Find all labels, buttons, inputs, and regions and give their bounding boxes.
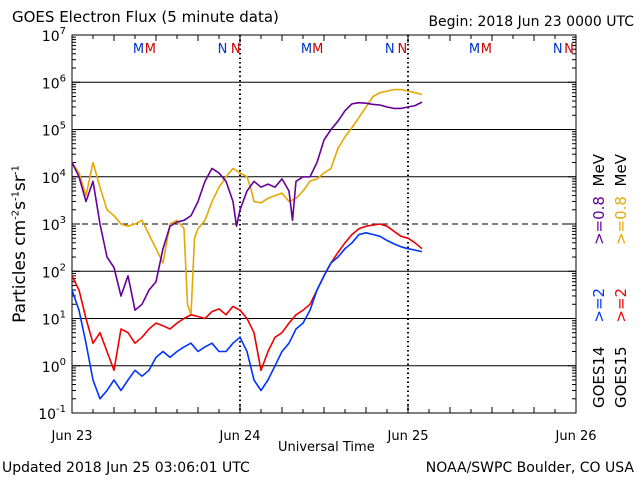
- begin-time: Begin: 2018 Jun 23 0000 UTC: [428, 14, 634, 30]
- legend-goes15-label: GOES15: [612, 346, 630, 408]
- marker-n: N: [553, 42, 563, 57]
- legend-goes14-e08: >=0.8: [590, 196, 608, 246]
- y-tick-label: 103: [42, 215, 66, 234]
- plot-frame: [71, 34, 577, 414]
- credit-text: NOAA/SWPC Boulder, CO USA: [425, 460, 634, 476]
- y-tick-label: 102: [42, 262, 66, 281]
- legend-unit-14: MeV: [590, 154, 608, 187]
- y-axis-label-s: s: [10, 201, 30, 210]
- marker-m: M: [312, 42, 323, 57]
- y-tick-label: 104: [42, 168, 66, 187]
- legend-goes15-row: GOES15 >=2 >=0.8 MeV: [612, 154, 630, 408]
- x-tick-label: Jun 26: [555, 429, 597, 444]
- x-tick-label: Jun 25: [387, 429, 429, 444]
- marker-m: M: [469, 42, 480, 57]
- series-goes15-0-8-mev: [71, 88, 423, 316]
- y-axis-label-text: Particles cm: [10, 219, 30, 323]
- marker-n: N: [218, 42, 228, 57]
- y-axis-label-exp-1: -2: [10, 209, 22, 220]
- y-tick-label: 100: [42, 357, 66, 376]
- legend-goes14-e2: >=2: [590, 287, 608, 323]
- marker-m: M: [301, 42, 312, 57]
- y-tick-label: 107: [42, 26, 66, 45]
- x-tick-label: Jun 23: [51, 429, 93, 444]
- y-axis-label-exp-2: -1: [10, 191, 22, 201]
- legend-unit-15: MeV: [612, 154, 630, 187]
- y-tick-label: 106: [42, 73, 66, 92]
- x-axis-label: Universal Time: [278, 440, 375, 455]
- marker-n: N: [231, 42, 241, 57]
- marker-n: N: [385, 42, 395, 57]
- marker-m: M: [133, 42, 144, 57]
- series-goes15-2-mev: [71, 223, 423, 372]
- legend-goes15-e08: >=0.8: [612, 196, 630, 246]
- y-tick-label: 105: [42, 121, 66, 140]
- plot-title: GOES Electron Flux (5 minute data): [12, 8, 279, 26]
- legend-goes15-e2: >=2: [612, 287, 630, 323]
- marker-m: M: [145, 42, 156, 57]
- y-axis-label-sr: sr: [10, 175, 30, 192]
- marker-m: M: [481, 42, 492, 57]
- series-goes14-2-mev: [71, 232, 423, 400]
- legend-goes14-row: GOES14 >=2 >=0.8 MeV: [590, 154, 608, 408]
- y-axis-label: Particles cm-2s-1sr-1: [10, 165, 30, 323]
- y-tick-label: 10-1: [38, 404, 66, 423]
- marker-n: N: [564, 42, 574, 57]
- series-goes14-0-8-mev: [71, 101, 423, 311]
- marker-n: N: [398, 42, 408, 57]
- x-tick-label: Jun 24: [219, 429, 261, 444]
- y-axis-label-exp-3: -1: [10, 165, 22, 176]
- y-tick-label: 101: [42, 310, 66, 329]
- updated-timestamp: Updated 2018 Jun 25 03:06:01 UTC: [2, 460, 250, 476]
- legend-goes14-label: GOES14: [590, 346, 608, 408]
